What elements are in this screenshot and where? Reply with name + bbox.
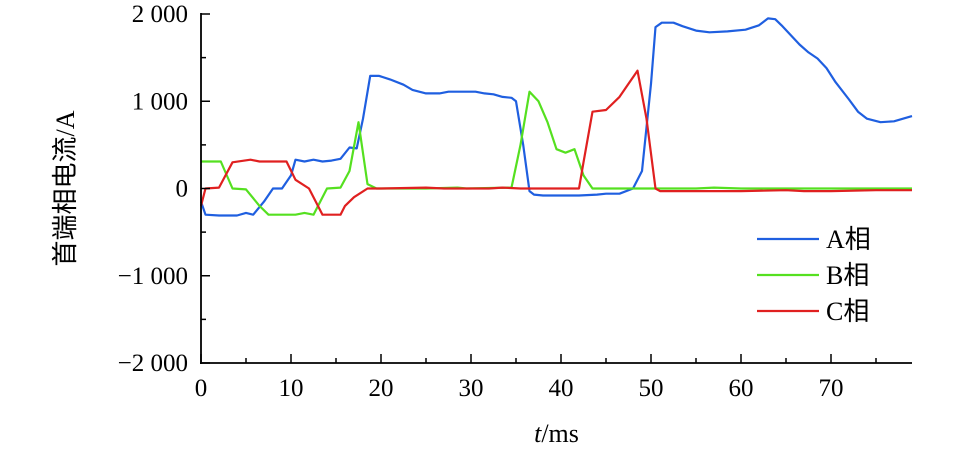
x-tick-label: 20 — [369, 375, 394, 402]
x-tick-label: 40 — [549, 375, 574, 402]
legend-label-2: C相 — [826, 297, 869, 326]
y-axis-title-group: 首端相电流/A — [51, 110, 80, 266]
y-tick-label: −2 000 — [118, 350, 188, 377]
legend: A相 B相 C相 — [757, 225, 871, 326]
x-axis-title-variable: t — [534, 419, 542, 448]
x-tick-label: 60 — [729, 375, 754, 402]
legend-label-0: A相 — [826, 225, 871, 254]
series-line-0 — [199, 17, 913, 217]
x-axis-title: t/ms — [534, 419, 579, 448]
x-tick-label: 70 — [819, 375, 844, 402]
x-axis-title-unit: /ms — [541, 419, 579, 448]
x-tick-label: 30 — [459, 375, 484, 402]
legend-label-1: B相 — [826, 261, 869, 290]
x-tick-label: 0 — [195, 375, 208, 402]
x-tick-label: 10 — [279, 375, 304, 402]
y-axis-title: 首端相电流/A — [51, 110, 80, 266]
series-layer — [199, 17, 913, 217]
axes-layer: −2 000 −1 000 0 1 000 2 000 0 10 20 30 40 50 60 70 — [118, 1, 912, 402]
y-tick-label: 0 — [176, 176, 189, 203]
series-line-2 — [199, 69, 912, 216]
x-tick-label: 50 — [639, 375, 664, 402]
y-tick-label: 1 000 — [132, 88, 188, 115]
y-tick-label: −1 000 — [118, 263, 188, 290]
y-tick-label: 2 000 — [132, 1, 188, 28]
